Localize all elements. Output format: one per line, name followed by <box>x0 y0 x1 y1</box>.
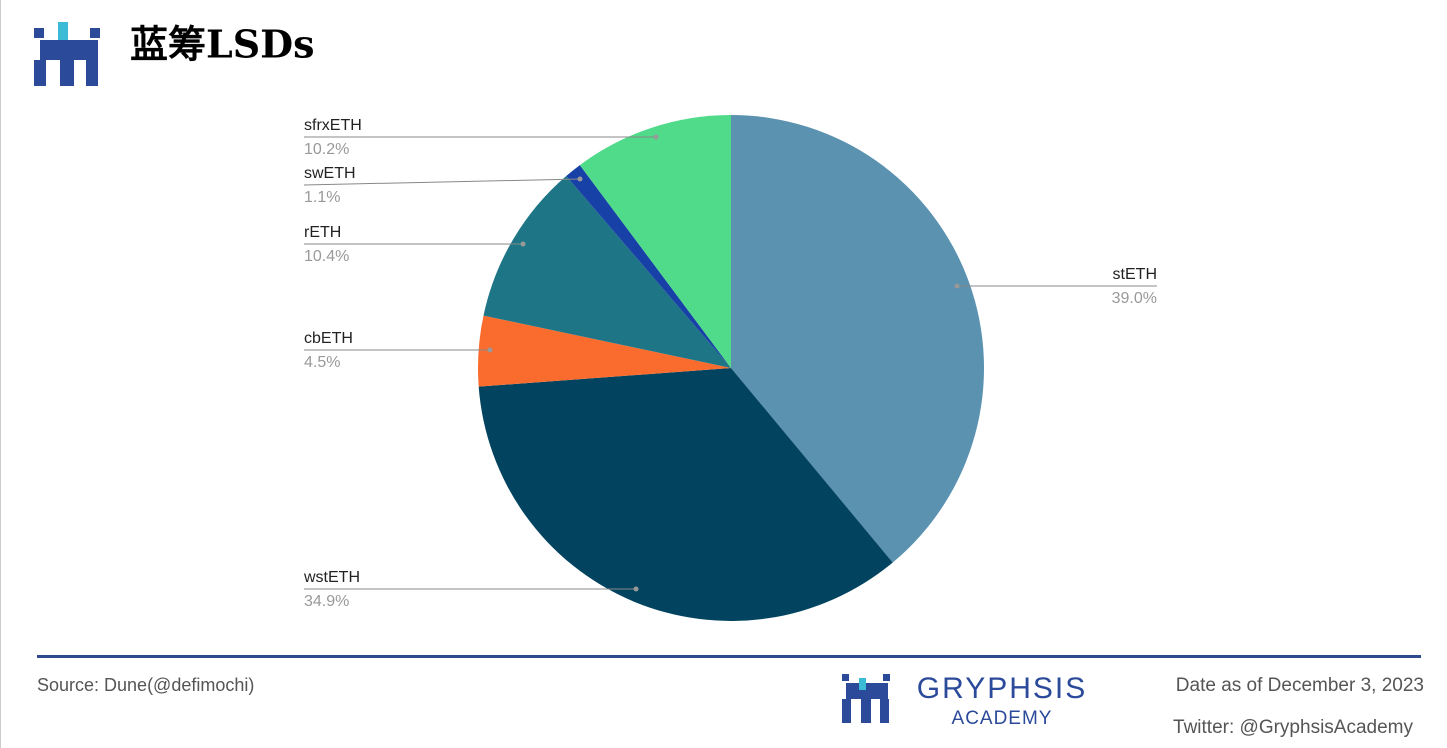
leader-dot <box>954 283 960 289</box>
pie-slice <box>731 115 985 563</box>
pie-slice <box>566 165 731 368</box>
leader-dot <box>633 586 639 592</box>
slice-percent: 10.2% <box>304 141 349 158</box>
brand: GRYPHSIS <box>917 672 1088 705</box>
leader-dot <box>577 176 583 182</box>
pie-slice <box>579 115 731 368</box>
pie-slice <box>478 368 893 621</box>
pie: stETH 39.0% wstETH 34.9% cbETH 4.5% rETH 10.4% s… <box>303 115 1157 621</box>
leader-line <box>303 178 581 186</box>
twitter: Twitter: @GryphsisAcademy <box>1173 717 1413 738</box>
slice-percent: 34.9% <box>304 593 349 610</box>
slice-label: stETH <box>1113 266 1157 283</box>
title: 蓝筹LSDs <box>130 22 315 67</box>
slice-label: wstETH <box>303 569 360 586</box>
footer-logo-icon <box>842 674 890 723</box>
leader-dot <box>487 347 493 353</box>
leader-dot <box>520 241 526 247</box>
slice-percent: 1.1% <box>304 189 340 206</box>
slice-label: sfrxETH <box>304 117 362 134</box>
slice-percent: 4.5% <box>304 354 340 371</box>
slice-label: cbETH <box>304 330 353 347</box>
slice-percent: 10.4% <box>304 248 349 265</box>
slice-percent: 39.0% <box>1112 290 1157 307</box>
pie-slice <box>483 176 731 368</box>
brand-sub: ACADEMY <box>952 708 1053 729</box>
leader-dot <box>653 134 659 140</box>
slice-label: rETH <box>304 224 341 241</box>
slice-label: swETH <box>304 165 356 182</box>
source: Source: Dune(@defimochi) <box>37 675 254 695</box>
date: Date as of December 3, 2023 <box>1176 675 1424 696</box>
logo-icon <box>34 22 100 86</box>
pie-slice <box>478 315 731 387</box>
